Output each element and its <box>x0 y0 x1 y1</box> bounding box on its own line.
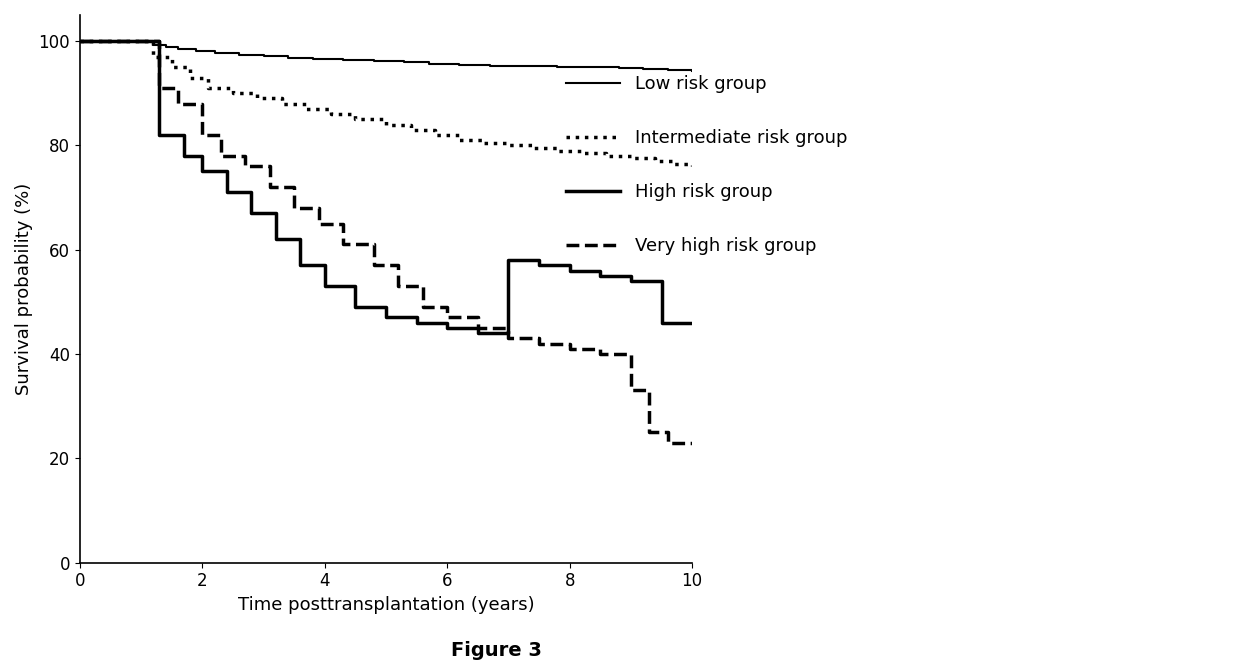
Text: Figure 3: Figure 3 <box>450 641 542 660</box>
Y-axis label: Survival probability (%): Survival probability (%) <box>15 183 33 395</box>
X-axis label: Time posttransplantation (years): Time posttransplantation (years) <box>238 596 534 614</box>
Legend: Low risk group, Intermediate risk group, High risk group, Very high risk group: Low risk group, Intermediate risk group,… <box>559 68 854 263</box>
